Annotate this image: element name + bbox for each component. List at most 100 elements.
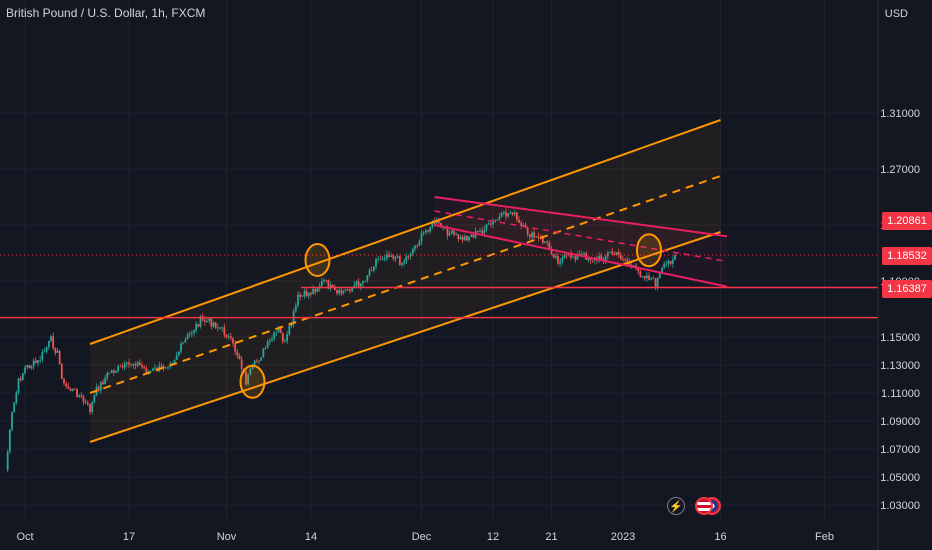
candle-body bbox=[323, 279, 325, 282]
candle-body bbox=[39, 359, 42, 361]
candle-body bbox=[559, 261, 562, 264]
candle-body bbox=[281, 333, 284, 342]
candle-body bbox=[353, 285, 356, 288]
candle-body bbox=[388, 254, 390, 257]
candle-body bbox=[485, 224, 488, 230]
candle-body bbox=[121, 366, 124, 368]
candle-body bbox=[472, 234, 475, 238]
rising-channel-fill bbox=[90, 120, 721, 442]
candle-body bbox=[130, 364, 133, 366]
candle-body bbox=[526, 227, 529, 235]
candle-body bbox=[546, 241, 549, 243]
candle-body bbox=[496, 219, 499, 221]
x-tick-label: 17 bbox=[123, 531, 135, 543]
bottom-icons: ⚡ bbox=[667, 497, 723, 517]
candle-body bbox=[487, 223, 490, 225]
candle-body bbox=[435, 221, 438, 224]
candle-body bbox=[509, 212, 512, 214]
candle-body bbox=[117, 366, 120, 372]
candle-body bbox=[630, 265, 633, 266]
candle-body bbox=[264, 348, 267, 349]
candle-body bbox=[483, 229, 486, 234]
candle-body bbox=[364, 280, 367, 282]
candle-body bbox=[240, 359, 243, 369]
candle-body bbox=[392, 255, 395, 259]
candle-body bbox=[216, 327, 219, 329]
candle-body bbox=[628, 262, 631, 266]
candle-body bbox=[457, 234, 460, 240]
candle-body bbox=[279, 327, 282, 334]
candle-body bbox=[598, 255, 601, 261]
candle-body bbox=[305, 291, 308, 297]
candle-body bbox=[414, 245, 416, 249]
y-tick-label: 1.09000 bbox=[880, 416, 920, 428]
candle-body bbox=[641, 276, 644, 277]
candle-body bbox=[537, 236, 540, 238]
candle-body bbox=[544, 241, 546, 243]
candle-body bbox=[141, 364, 143, 368]
candle-body bbox=[84, 401, 87, 403]
candle-body bbox=[325, 279, 328, 281]
candle-body bbox=[583, 253, 585, 255]
candle-body bbox=[97, 386, 100, 391]
candle-body bbox=[164, 367, 167, 369]
candle-body bbox=[461, 236, 464, 241]
candle-body bbox=[143, 367, 146, 369]
candle-body bbox=[411, 248, 414, 254]
candle-body bbox=[390, 255, 393, 257]
candle-body bbox=[346, 289, 349, 291]
candle-body bbox=[238, 355, 241, 360]
chart-title: British Pound / U.S. Dollar, 1h, FXCM bbox=[6, 6, 206, 20]
candle-body bbox=[188, 333, 191, 335]
candle-body bbox=[320, 281, 323, 286]
trend-drawings bbox=[0, 119, 878, 443]
candle-body bbox=[619, 254, 622, 260]
candle-body bbox=[112, 370, 115, 373]
y-tick-label: 1.31000 bbox=[880, 108, 920, 120]
candle-body bbox=[34, 360, 37, 364]
y-tick-label: 1.27000 bbox=[880, 164, 920, 176]
candle-body bbox=[492, 220, 494, 225]
candle-body bbox=[82, 396, 85, 402]
candle-body bbox=[284, 341, 286, 342]
candle-body bbox=[28, 365, 31, 369]
candle-body bbox=[247, 374, 250, 385]
candle-body bbox=[613, 254, 616, 255]
candle-body bbox=[615, 252, 618, 255]
candle-body bbox=[19, 378, 22, 381]
candle-body bbox=[479, 230, 481, 232]
candle-body bbox=[355, 281, 358, 286]
candle-body bbox=[8, 429, 11, 452]
candle-body bbox=[466, 236, 468, 241]
candle-body bbox=[108, 372, 111, 374]
candle-body bbox=[591, 260, 594, 262]
candle-body bbox=[52, 336, 55, 348]
candle-body bbox=[650, 278, 653, 280]
candle-body bbox=[277, 327, 280, 332]
candle-body bbox=[351, 287, 354, 292]
lightning-icon[interactable]: ⚡ bbox=[667, 497, 685, 515]
candle-body bbox=[669, 261, 672, 264]
candle-body bbox=[190, 332, 193, 334]
candle-body bbox=[453, 230, 455, 235]
candle-body bbox=[338, 290, 341, 294]
candle-body bbox=[459, 236, 462, 240]
candle-body bbox=[288, 326, 291, 335]
x-tick-label: 12 bbox=[487, 531, 499, 543]
candle-body bbox=[186, 334, 189, 340]
price-axis: 1.03000 1.05000 1.07000 1.09000 1.11000 1.130… bbox=[877, 0, 920, 550]
currency-flags-icon[interactable] bbox=[695, 497, 723, 517]
y-tick-label: 1.15000 bbox=[880, 332, 920, 344]
candle-body bbox=[149, 370, 152, 372]
candle-body bbox=[600, 255, 603, 260]
candle-body bbox=[661, 267, 663, 273]
candle-body bbox=[394, 257, 397, 259]
x-tick-label: 2023 bbox=[611, 531, 635, 543]
candle-body bbox=[455, 234, 458, 235]
candle-body bbox=[450, 230, 453, 234]
candle-body bbox=[643, 276, 646, 279]
rising-channel-upper bbox=[89, 119, 721, 345]
candle-body bbox=[58, 350, 61, 365]
candle-body bbox=[671, 259, 674, 264]
